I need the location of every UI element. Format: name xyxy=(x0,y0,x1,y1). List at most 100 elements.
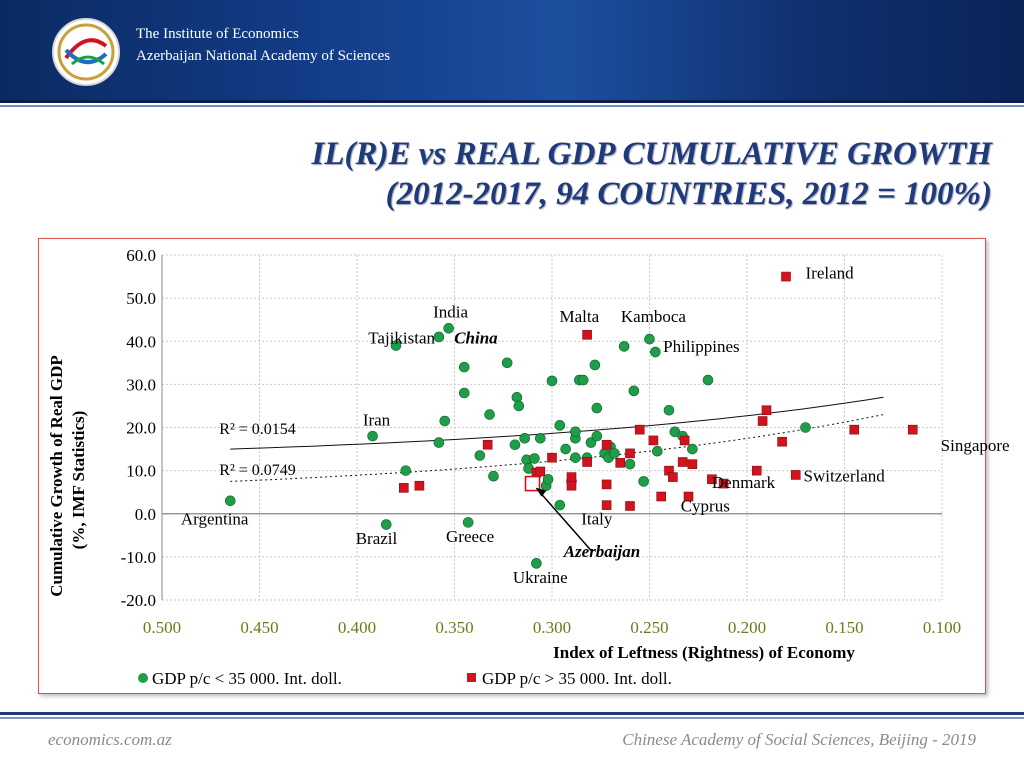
data-point-green xyxy=(458,387,470,399)
data-point-red xyxy=(751,465,762,476)
data-point-green xyxy=(650,346,661,358)
y-axis-title: Cumulative Growth of Real GDP xyxy=(47,355,66,596)
point-labels: Ireland India Malta Kamboca Tajikistan China P… xyxy=(181,264,1010,587)
data-point-green xyxy=(638,476,649,487)
data-point-red xyxy=(707,474,717,485)
data-point-red xyxy=(668,472,678,482)
point-label: Malta xyxy=(559,307,599,326)
point-label: Switzerland xyxy=(804,466,886,485)
data-point-green xyxy=(474,450,486,461)
data-points xyxy=(224,271,918,569)
data-point-red xyxy=(601,439,612,450)
x-tick-label: 0.200 xyxy=(728,618,766,637)
point-label: India xyxy=(433,303,468,322)
data-point-red xyxy=(634,424,645,435)
data-point-red xyxy=(757,416,768,426)
institute-logo-icon xyxy=(52,18,120,86)
y-tick-label: 20.0 xyxy=(126,419,156,438)
data-point-red xyxy=(601,500,612,510)
data-point-green xyxy=(529,453,540,464)
data-point-red xyxy=(414,480,425,491)
data-point-red xyxy=(601,479,612,490)
x-tick-label: 0.250 xyxy=(630,618,668,637)
data-point-red xyxy=(566,472,577,482)
y-tick-label: 50.0 xyxy=(126,289,156,308)
x-tick-label: 0.100 xyxy=(923,618,961,637)
data-point-green xyxy=(433,331,445,343)
point-label: Ireland xyxy=(806,264,855,283)
slide-subtitle: (2012-2017, 94 COUNTRIES, 2012 = 100%) xyxy=(385,176,992,212)
data-point-green xyxy=(800,422,811,433)
y-tick-label: 0.0 xyxy=(135,505,156,524)
data-point-red xyxy=(683,491,694,502)
data-point-green xyxy=(591,430,603,442)
data-point-red xyxy=(790,470,801,480)
x-tick-label: 0.350 xyxy=(435,618,473,637)
y-tick-label: 60.0 xyxy=(126,246,156,265)
data-point-red xyxy=(582,329,592,340)
y-tick-label: -10.0 xyxy=(121,548,156,567)
data-point-green xyxy=(367,430,378,442)
data-point-red xyxy=(718,478,729,489)
data-point-red xyxy=(566,480,577,491)
data-point-green xyxy=(542,473,554,485)
chart-frame xyxy=(38,238,986,694)
data-point-red xyxy=(777,436,787,447)
data-point-red xyxy=(761,405,772,416)
data-point-red xyxy=(907,424,918,435)
data-point-green xyxy=(462,517,474,528)
axes: 0.500 0.450 0.400 0.350 0.300 0.250 0.200 0.150… xyxy=(121,246,962,637)
data-point-green xyxy=(509,439,521,451)
data-point-green xyxy=(702,374,714,386)
highlight-marker-azerbaijan xyxy=(524,475,541,492)
data-point-green xyxy=(628,385,640,397)
data-point-green xyxy=(224,495,236,507)
data-point-red xyxy=(615,458,626,468)
data-point-red xyxy=(482,439,493,450)
x-tick-label: 0.400 xyxy=(338,618,376,637)
header-banner: The Institute of Economics Azerbaijan Na… xyxy=(0,0,1024,100)
point-label: Brazil xyxy=(356,529,398,548)
highlight-arrow-head xyxy=(535,487,547,497)
point-label: Tajikistan xyxy=(368,328,435,347)
data-point-green xyxy=(570,452,581,463)
point-label: Denmark xyxy=(712,473,776,492)
slide-title: IL(R)E vs REAL GDP CUMULATIVE GROWTH xyxy=(311,136,992,172)
data-point-green xyxy=(624,458,636,470)
legend: GDP p/c < 35 000. Int. doll. GDP p/c > 3… xyxy=(138,669,672,688)
trend-line-solid xyxy=(230,396,884,450)
y-tick-label: -20.0 xyxy=(121,591,156,610)
data-point-green xyxy=(484,409,495,420)
data-point-green xyxy=(554,420,566,431)
data-point-green xyxy=(589,359,601,371)
data-point-green xyxy=(534,432,546,444)
data-point-red xyxy=(687,459,698,469)
data-point-green xyxy=(390,340,402,351)
data-point-green xyxy=(443,323,454,334)
r2-label-dashed: R² = 0.0749 xyxy=(219,462,296,479)
data-point-green xyxy=(560,443,571,455)
data-point-red xyxy=(781,271,791,282)
point-label: Kamboca xyxy=(621,307,687,326)
data-point-green xyxy=(663,404,675,416)
footer-divider-thin xyxy=(0,717,1024,719)
data-point-green xyxy=(570,426,581,438)
legend-marker-green xyxy=(138,673,148,683)
data-point-green xyxy=(546,375,558,387)
point-label: Azerbaijan xyxy=(563,542,641,561)
data-point-red xyxy=(625,501,635,511)
point-label: Iran xyxy=(363,410,391,429)
y-axis-subtitle: (%, IMF Statistics) xyxy=(69,411,88,550)
data-point-green xyxy=(433,437,445,448)
x-tick-label: 0.500 xyxy=(143,618,181,637)
point-label: Ukraine xyxy=(513,568,568,587)
highlight-arrow-line xyxy=(536,489,592,551)
y-tick-label: 30.0 xyxy=(126,375,156,394)
institute-name: The Institute of Economics xyxy=(136,26,299,42)
header-divider-thin xyxy=(0,105,1024,107)
point-label: China xyxy=(454,328,498,347)
x-axis-title: Index of Leftness (Rightness) of Economy xyxy=(553,643,855,662)
legend-label-low: GDP p/c < 35 000. Int. doll. xyxy=(152,669,342,688)
data-point-green xyxy=(511,392,523,403)
data-point-green xyxy=(400,465,412,476)
